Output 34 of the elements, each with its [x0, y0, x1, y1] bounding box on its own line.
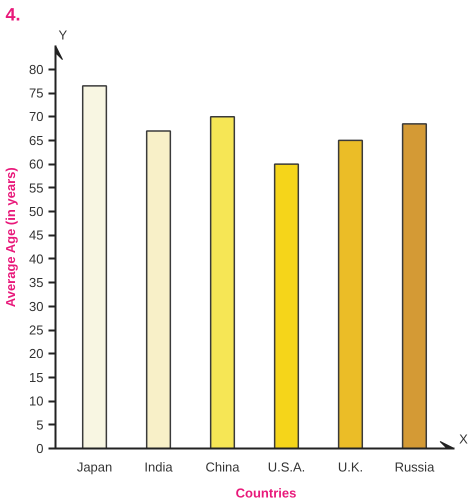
- text: Y: [58, 28, 68, 43]
- y-tick-label: 25: [29, 322, 44, 338]
- y-tick-label: 70: [29, 109, 44, 124]
- y-axis-title: Average Age (in years): [3, 167, 18, 308]
- y-tick-label: 80: [29, 62, 44, 77]
- y-tick-label: 0: [36, 441, 44, 456]
- y-tick-label: 30: [29, 298, 44, 314]
- bar: [210, 116, 236, 448]
- y-tick-label: 60: [29, 156, 44, 172]
- y-tick-label: 5: [36, 417, 44, 432]
- y-tick-label: 15: [29, 370, 44, 385]
- y-tick-label: 50: [29, 204, 44, 220]
- bar: [146, 130, 172, 448]
- x-tick-label: China: [206, 460, 240, 474]
- x-axis-title: Countries: [236, 486, 296, 500]
- x-tick-label: U.K.: [338, 460, 364, 474]
- y-tick-label: 40: [29, 251, 44, 266]
- bar: [274, 163, 300, 448]
- y-tick-label: 45: [29, 228, 44, 243]
- bar: [338, 140, 364, 448]
- x-tick-label: India: [144, 460, 174, 474]
- x-tick-label: Japan: [76, 460, 112, 474]
- y-tick-label: 35: [29, 275, 44, 290]
- bar: [82, 85, 108, 448]
- y-tick-label: 10: [29, 394, 44, 409]
- y-tick-label: 55: [29, 180, 44, 196]
- chart-title: 4.: [6, 4, 21, 24]
- x-tick-label: U.S.A.: [268, 460, 306, 474]
- y-tick-label: 20: [29, 346, 44, 362]
- y-tick-label: 75: [29, 86, 44, 101]
- x-tick-label: Russia: [394, 460, 436, 474]
- text: X: [459, 432, 468, 446]
- bar: [402, 123, 428, 448]
- y-tick-label: 65: [29, 132, 44, 148]
